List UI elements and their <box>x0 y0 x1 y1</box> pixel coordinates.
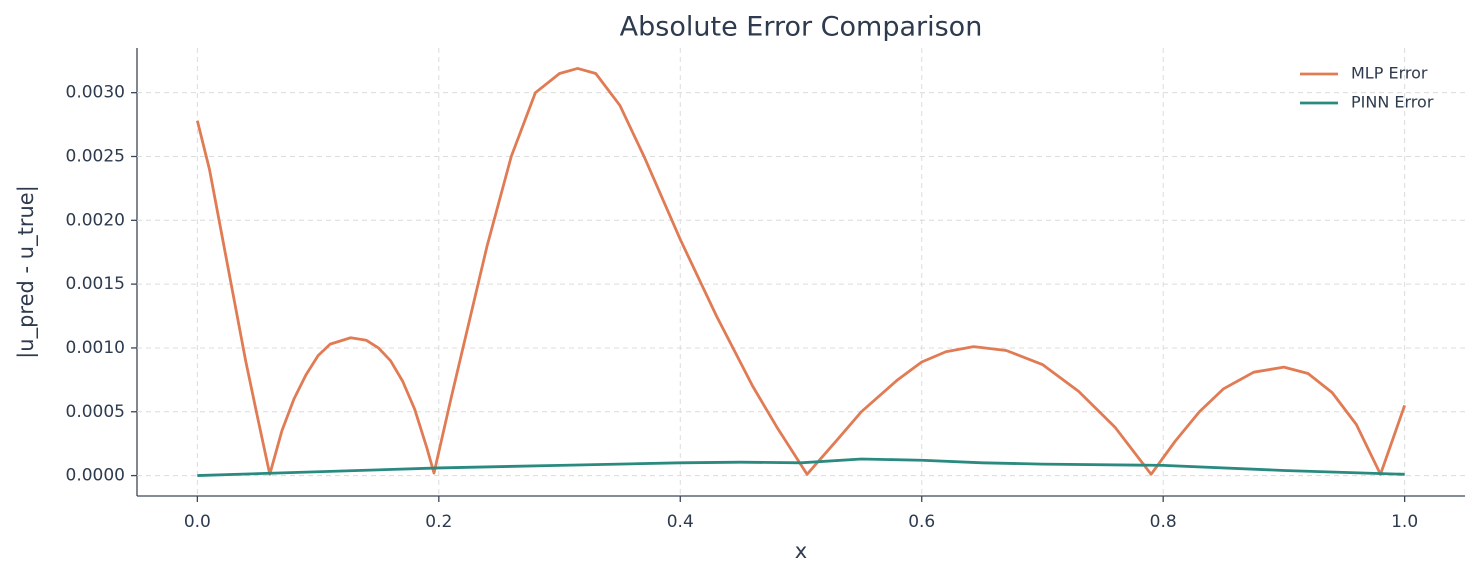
chart-title: Absolute Error Comparison <box>620 12 983 43</box>
x-tick-label: 0.2 <box>425 512 452 532</box>
y-tick-label: 0.0000 <box>66 466 125 486</box>
y-tick-label: 0.0010 <box>66 338 125 358</box>
x-tick-label: 1.0 <box>1391 512 1418 532</box>
y-tick-label: 0.0025 <box>66 146 125 166</box>
x-tick-label: 0.4 <box>667 512 694 532</box>
x-tick-label: 0.6 <box>908 512 935 532</box>
legend-label: PINN Error <box>1351 93 1434 112</box>
x-axis-label: x <box>795 539 807 563</box>
line-series <box>196 67 1406 476</box>
y-tick-label: 0.0020 <box>66 210 125 230</box>
y-axis-label: |u_pred - u_true| <box>14 185 39 359</box>
legend-label: MLP Error <box>1351 64 1428 83</box>
y-tick-label: 0.0005 <box>66 402 125 422</box>
y-tick-label: 0.0015 <box>66 274 125 294</box>
y-tick-label: 0.0030 <box>66 83 125 103</box>
x-tick-label: 0.8 <box>1150 512 1177 532</box>
line-series <box>197 457 1405 477</box>
x-tick-label: 0.0 <box>184 512 211 532</box>
